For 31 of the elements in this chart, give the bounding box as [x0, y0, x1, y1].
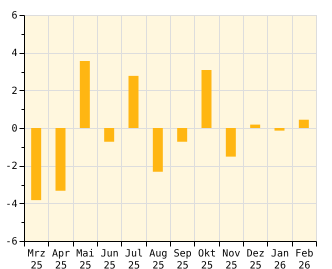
- x-tick-label: Jun 25: [100, 248, 119, 269]
- x-tick-label: Jul 25: [124, 248, 144, 269]
- bar: [226, 128, 236, 157]
- y-tick-label: 2: [11, 86, 18, 97]
- bar: [80, 60, 90, 128]
- bar: [152, 128, 163, 172]
- x-tick-label: Apr 25: [52, 248, 70, 269]
- bar: [298, 120, 309, 128]
- y-tick-label: 4: [11, 48, 18, 60]
- x-tick-label: Jan 26: [270, 248, 290, 269]
- bar: [128, 76, 138, 128]
- x-tick-label: Mrz 25: [28, 248, 46, 269]
- y-tick-label: 0: [11, 124, 18, 134]
- bar: [56, 128, 66, 191]
- x-tick-label: Nov 25: [222, 248, 240, 269]
- x-tick-label: Sep 25: [174, 248, 192, 269]
- bar: [31, 128, 42, 200]
- x-tick-label: Mai 25: [76, 248, 94, 269]
- y-tick-label: -6: [5, 236, 18, 248]
- bar: [274, 128, 284, 131]
- x-tick-label: Dez 25: [246, 248, 265, 269]
- bar: [104, 128, 114, 142]
- x-tick-label: Aug 25: [149, 248, 168, 269]
- y-tick-label: -4: [5, 198, 18, 210]
- bar: [202, 70, 212, 128]
- bar: [250, 124, 260, 128]
- x-tick-label: Okt 25: [198, 248, 216, 269]
- x-tick-label: Feb 26: [295, 248, 314, 269]
- bar: [177, 128, 188, 142]
- y-tick-label: -2: [5, 161, 18, 172]
- y-tick-label: 6: [11, 10, 18, 22]
